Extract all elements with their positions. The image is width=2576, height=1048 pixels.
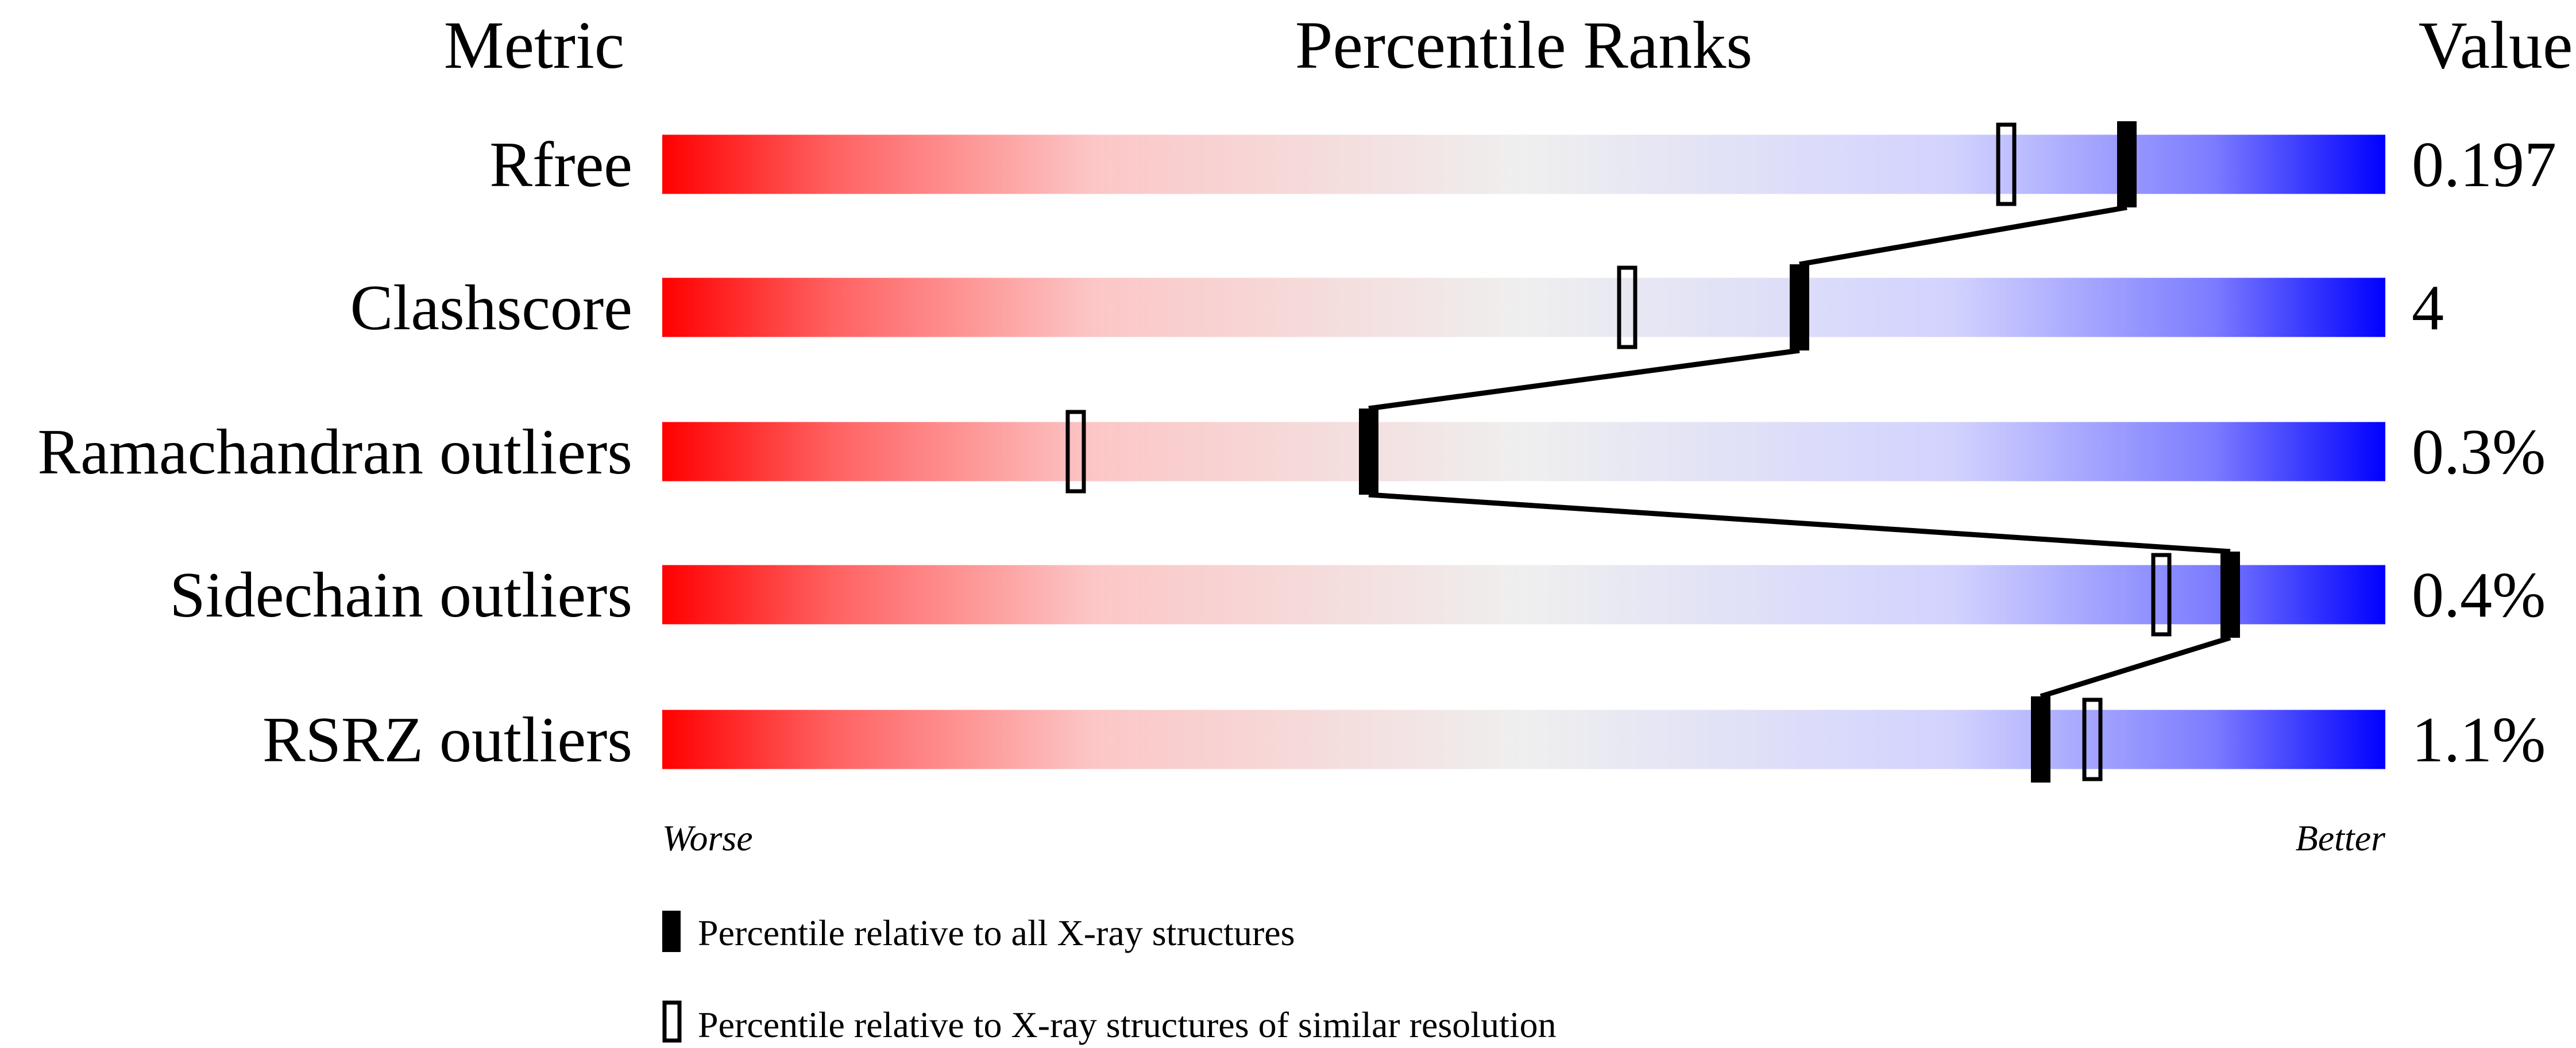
connector-line [2040, 635, 2231, 699]
metric-value: 0.4% [2412, 560, 2546, 631]
connector-line [1799, 205, 2127, 267]
header-metric: Metric [444, 7, 625, 83]
marker-all-structures [2220, 552, 2240, 638]
marker-all-structures [1359, 409, 1378, 495]
marker-all-structures [1790, 264, 1809, 350]
marker-similar-resolution [2082, 698, 2103, 781]
percentile-bar [662, 710, 2385, 769]
axis-label-better: Better [2296, 818, 2386, 858]
metric-value: 0.197 [2412, 129, 2556, 201]
header-value: Value [2419, 7, 2573, 83]
marker-similar-resolution [1996, 122, 2017, 206]
axis-label-worse: Worse [662, 818, 753, 858]
legend-similar-label: Percentile relative to X-ray structures … [698, 1004, 1557, 1045]
percentile-bar [662, 422, 2385, 481]
marker-all-structures [2031, 696, 2050, 783]
legend-open-marker [662, 1000, 682, 1043]
percentile-bar [662, 134, 2385, 194]
marker-similar-resolution [2151, 553, 2172, 637]
header-percentile-ranks: Percentile Ranks [1295, 7, 1752, 83]
metric-label: Sidechain outliers [169, 560, 632, 631]
percentile-bar [662, 278, 2385, 337]
marker-similar-resolution [1617, 265, 1637, 349]
connector-line [1368, 348, 1800, 411]
legend-filled-marker [662, 911, 681, 952]
marker-all-structures [2117, 121, 2137, 207]
metric-value: 1.1% [2412, 704, 2546, 776]
legend-all-label: Percentile relative to all X-ray structu… [698, 912, 1295, 953]
marker-similar-resolution [1065, 410, 1086, 494]
metric-label: Clashscore [350, 272, 632, 344]
metric-label: RSRZ outliers [262, 704, 632, 776]
percentile-bar [662, 565, 2385, 625]
metric-label: Ramachandran outliers [37, 417, 632, 488]
metric-value: 4 [2412, 272, 2444, 344]
metric-value: 0.3% [2412, 417, 2546, 488]
connector-line [1368, 492, 2231, 554]
metric-label: Rfree [489, 129, 632, 201]
